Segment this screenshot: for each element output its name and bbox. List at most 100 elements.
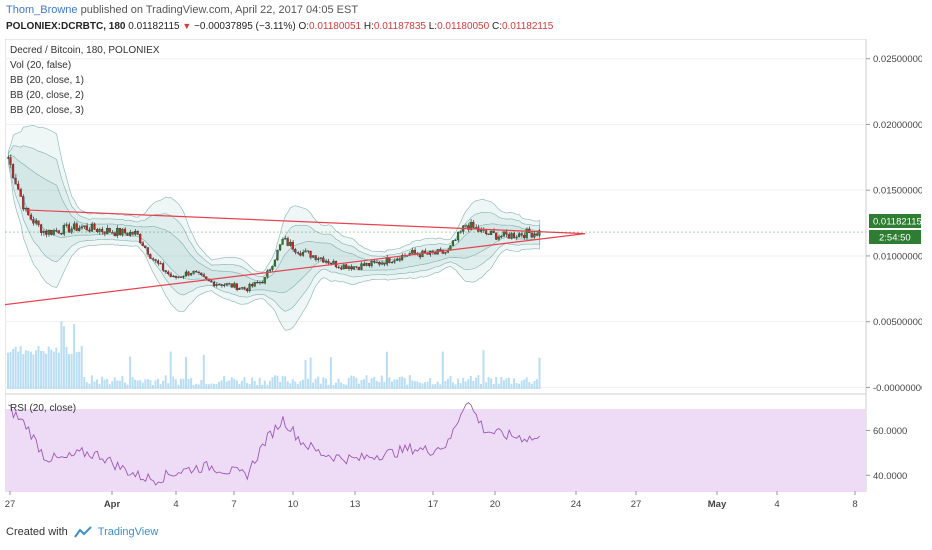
volume-bar <box>411 380 414 389</box>
volume-bar <box>172 376 175 389</box>
volume-bar <box>294 381 297 389</box>
candle-body <box>311 255 315 258</box>
candle-body <box>342 264 345 270</box>
candle-body <box>319 257 322 259</box>
candle-body <box>413 249 416 254</box>
candle-body <box>250 284 254 287</box>
volume-bar <box>131 376 134 389</box>
volume-bar <box>398 376 401 389</box>
volume-bar <box>17 351 20 389</box>
volume-bar <box>167 383 170 389</box>
volume-bar <box>253 381 256 389</box>
volume-bar <box>40 351 43 389</box>
volume-bar <box>251 377 254 389</box>
legend-bb1: BB (20, close, 1) <box>10 75 84 86</box>
volume-bar <box>357 383 360 389</box>
candle-body <box>93 223 96 230</box>
volume-bar <box>322 377 325 389</box>
volume-bar <box>215 384 218 389</box>
candle-body <box>273 259 277 267</box>
legend-bb3: BB (20, close, 3) <box>10 105 84 116</box>
volume-bar <box>202 354 205 389</box>
chart-svg[interactable]: Decred / Bitcoin, 180, POLONIEX Vol (20,… <box>4 38 926 519</box>
candle-body <box>67 224 71 233</box>
candle-body <box>210 280 213 283</box>
candle-body <box>100 229 104 232</box>
candle-body <box>85 225 88 231</box>
candle-body <box>495 232 498 240</box>
volume-bar <box>197 384 200 389</box>
open-value: 0.01180051 <box>309 21 362 32</box>
candle-body <box>44 231 48 235</box>
volume-bar <box>126 384 129 389</box>
candle-body <box>411 249 414 254</box>
volume-bar <box>29 351 32 389</box>
candle-body <box>106 228 109 234</box>
candle-body <box>324 260 327 263</box>
candle-body <box>32 219 35 224</box>
volume-bar <box>467 379 470 389</box>
candle-body <box>309 251 312 258</box>
volume-bar <box>474 377 477 389</box>
volume-bar <box>177 384 180 389</box>
legend-main: Decred / Bitcoin, 180, POLONIEX <box>10 45 160 56</box>
countdown-badge: 2:54:50 <box>879 233 911 244</box>
candle-body <box>243 287 246 289</box>
volume-bar <box>190 378 193 389</box>
volume-bar <box>73 324 76 389</box>
volume-bar <box>434 384 437 389</box>
candle-body <box>228 283 231 285</box>
volume-bar <box>14 346 17 389</box>
volume-bar <box>200 380 203 389</box>
candle-body <box>347 266 350 269</box>
volume-bar <box>151 385 154 389</box>
candle-body <box>189 273 193 276</box>
volume-bar <box>441 351 444 389</box>
candle-body <box>507 234 510 239</box>
author-link[interactable]: Thom_Browne <box>6 4 78 16</box>
candle-body <box>39 224 43 233</box>
volume-bar <box>22 354 25 389</box>
volume-bar <box>159 384 162 389</box>
x-tick-label: 27 <box>5 499 15 510</box>
volume-bar <box>286 381 289 389</box>
candle-body <box>278 244 282 251</box>
x-tick-label: May <box>708 499 727 510</box>
candle-body <box>289 241 292 246</box>
volume-bar <box>65 347 68 389</box>
candle-body <box>512 233 516 238</box>
candle-body <box>235 283 238 290</box>
candle-body <box>474 227 477 229</box>
y-tick-label: 0.00500000 <box>873 317 922 328</box>
volume-bar <box>510 383 513 389</box>
tradingview-brand[interactable]: TradingView <box>97 526 159 538</box>
volume-bar <box>497 383 500 389</box>
candle-body <box>220 284 223 286</box>
volume-bar <box>37 346 40 389</box>
candle-body <box>296 251 299 254</box>
candle-body <box>362 263 366 266</box>
candle-body <box>167 271 170 275</box>
volume-bar <box>235 380 238 389</box>
candle-body <box>390 262 394 264</box>
volume-bar <box>121 376 124 389</box>
volume-bar <box>52 351 55 389</box>
candle-body <box>174 275 177 278</box>
volume-bar <box>261 384 264 389</box>
candle-body <box>182 276 185 278</box>
volume-bar <box>416 381 419 389</box>
volume-bar <box>457 378 460 389</box>
created-with-label: Created with <box>6 526 68 538</box>
y-tick-label: 0.02000000 <box>873 120 922 131</box>
volume-bar <box>462 377 465 389</box>
candle-body <box>212 282 216 287</box>
bollinger-band-3 <box>7 125 541 331</box>
volume-bar <box>424 382 426 389</box>
candle-body <box>65 224 68 226</box>
candle-body <box>192 271 195 274</box>
candle-body <box>523 235 526 238</box>
chart-area[interactable]: Decred / Bitcoin, 180, POLONIEX Vol (20,… <box>4 38 926 519</box>
candle-body <box>434 252 437 255</box>
volume-bar <box>477 375 480 389</box>
volume-bar <box>113 377 116 389</box>
